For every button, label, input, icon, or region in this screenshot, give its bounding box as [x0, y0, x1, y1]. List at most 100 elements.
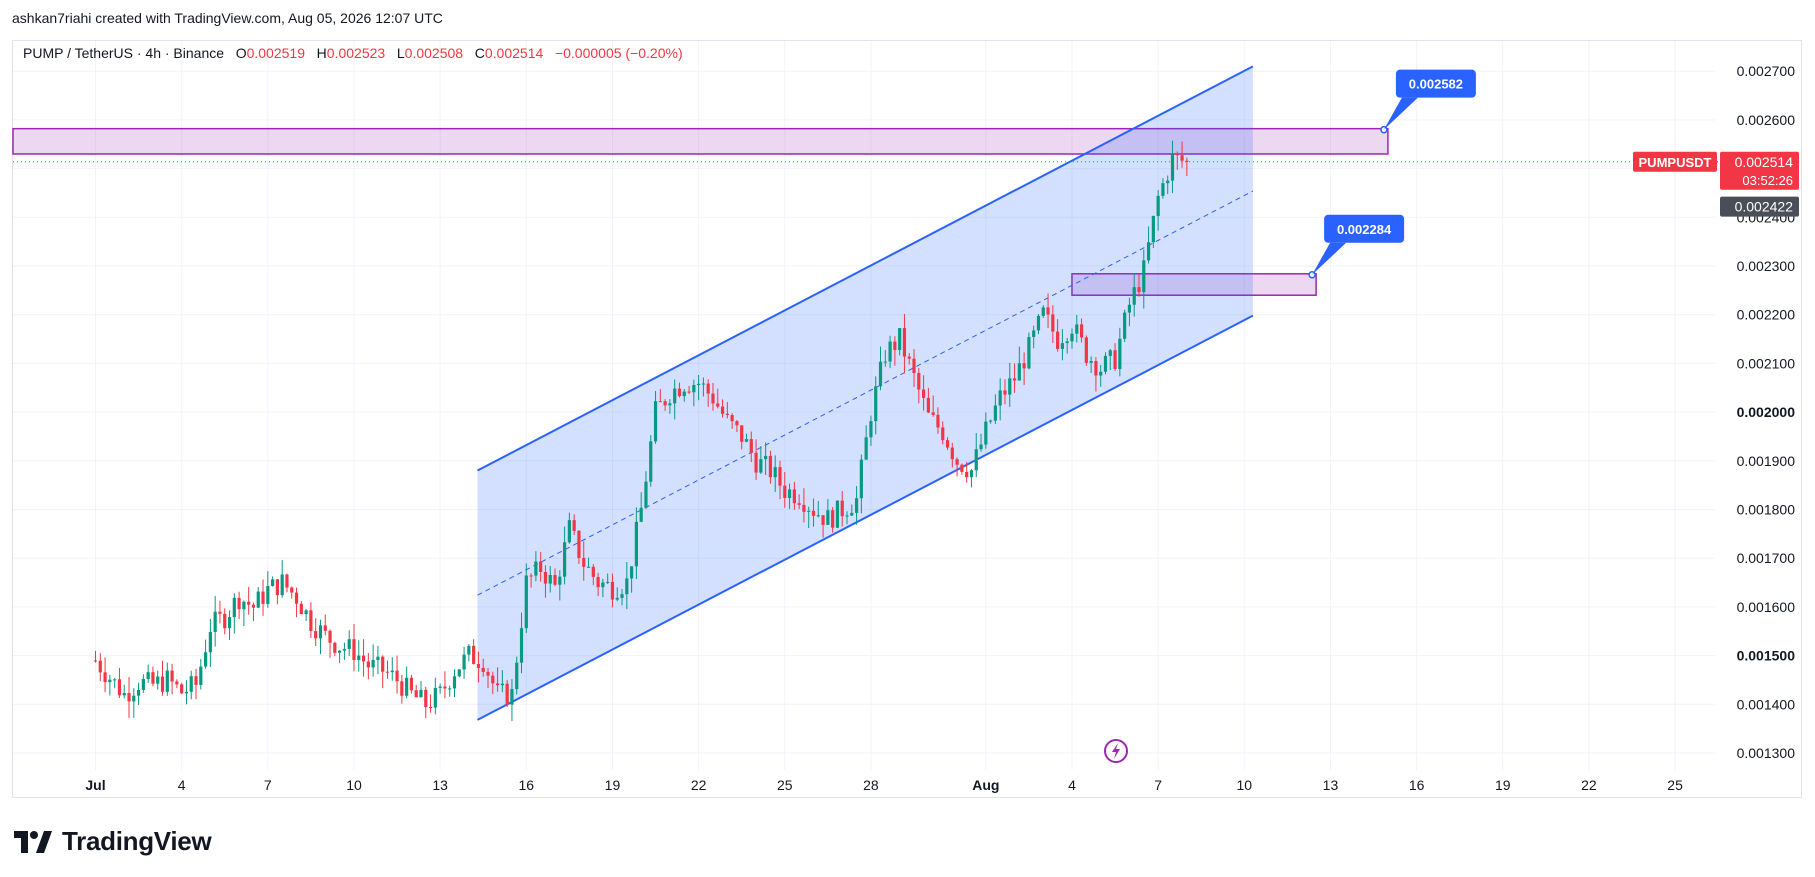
candle-body: [562, 542, 567, 577]
candle-body: [620, 594, 624, 598]
candle-body: [113, 679, 117, 681]
candle-body: [122, 693, 126, 696]
candle-body: [93, 660, 98, 662]
candle-body: [529, 575, 533, 577]
close-label: C: [474, 45, 485, 61]
candle-body: [400, 681, 404, 696]
candle-body: [658, 401, 662, 403]
candle-body: [409, 677, 414, 691]
x-tick-label: Jul: [85, 777, 105, 793]
candle-body: [285, 574, 289, 588]
candle-body: [811, 510, 816, 516]
candle-body: [371, 659, 375, 668]
candle-body: [783, 485, 787, 499]
candle-body: [457, 669, 461, 677]
candle-body: [735, 421, 739, 426]
candle-body: [1003, 390, 1007, 395]
candle-body: [323, 625, 327, 631]
candle-body: [936, 414, 940, 428]
candle-body: [136, 689, 141, 696]
y-tick-label: 0.002200: [1737, 307, 1796, 323]
candle-body: [314, 631, 318, 639]
lightning-icon[interactable]: [1104, 739, 1128, 763]
candle-body: [505, 683, 509, 705]
candle-body: [1056, 331, 1060, 349]
candle-body: [821, 515, 825, 525]
candle-body: [433, 687, 437, 708]
candle-body: [132, 695, 136, 702]
callout-label: 0.002284: [1337, 222, 1392, 237]
candle-body: [519, 628, 524, 663]
candle-body: [931, 412, 935, 415]
x-tick-label: 25: [1667, 777, 1683, 793]
candle-body: [960, 464, 964, 472]
last-price-badge: [1720, 151, 1799, 190]
candle-body: [1036, 315, 1041, 331]
candle-body: [290, 587, 294, 593]
x-tick-label: 22: [1581, 777, 1597, 793]
candle-body: [208, 631, 212, 653]
candle-body: [1123, 312, 1127, 339]
candle-body: [203, 652, 208, 667]
grid: [13, 41, 1715, 770]
candle-body: [175, 681, 179, 685]
candle-body: [998, 390, 1002, 406]
symbol-label[interactable]: PUMP / TetherUS · 4h · Binance: [23, 45, 225, 61]
axes: 0.0027000.0026000.0025000.0024000.002300…: [85, 63, 1795, 793]
candle-body: [831, 510, 835, 528]
candle-body: [639, 507, 643, 522]
candle-body: [591, 566, 595, 577]
candle-body: [907, 356, 911, 359]
candle-body: [1032, 330, 1036, 338]
candle-body: [941, 427, 945, 441]
candle-body: [1012, 378, 1017, 381]
candle-body: [213, 611, 217, 632]
candle-body: [826, 510, 830, 525]
candle-body: [797, 503, 801, 505]
candle-body: [869, 421, 873, 438]
callout-pointer: [1312, 242, 1347, 275]
candle-body: [361, 655, 366, 662]
candle-body: [945, 440, 950, 448]
candle-body: [787, 489, 792, 499]
candle-body: [342, 648, 347, 651]
candle-body: [151, 672, 155, 684]
tradingview-logo[interactable]: TradingView: [14, 826, 212, 857]
candle-body: [883, 361, 887, 363]
y-tick-label: 0.001700: [1737, 550, 1796, 566]
candle-body: [1180, 155, 1184, 161]
candle-body: [912, 358, 916, 374]
candle-body: [615, 597, 619, 600]
candle-body: [864, 437, 868, 460]
change-value: −0.000005 (−0.20%): [554, 45, 683, 61]
candle-body: [294, 592, 299, 604]
candle-body: [500, 683, 504, 686]
candle-body: [1113, 350, 1117, 370]
countdown-value: 03:52:26: [1742, 173, 1793, 188]
candle-body: [395, 670, 399, 682]
candle-body: [318, 625, 323, 639]
candle-body: [462, 654, 466, 670]
candle-body: [299, 603, 303, 615]
callout-box: [1395, 69, 1476, 98]
candle-body: [251, 604, 256, 608]
candle-body: [443, 686, 447, 689]
symbol-tag-text: PUMPUSDT: [1639, 155, 1712, 170]
candle-body: [634, 521, 638, 567]
candle-body: [649, 441, 653, 482]
candle-body: [534, 561, 538, 576]
tradingview-logo-icon: [14, 830, 52, 853]
candle-body: [1065, 341, 1069, 344]
candle-body: [108, 679, 112, 683]
x-tick-label: 10: [346, 777, 362, 793]
x-tick-label: 16: [1409, 777, 1425, 793]
candle-body: [1108, 350, 1112, 356]
low-value: 0.002508: [404, 45, 464, 61]
candle-body: [223, 613, 227, 629]
candle-body: [840, 500, 844, 517]
candle-body: [390, 670, 394, 673]
callout-pointer: [1383, 97, 1418, 130]
candle-body: [711, 393, 715, 404]
candle-body: [610, 581, 615, 600]
